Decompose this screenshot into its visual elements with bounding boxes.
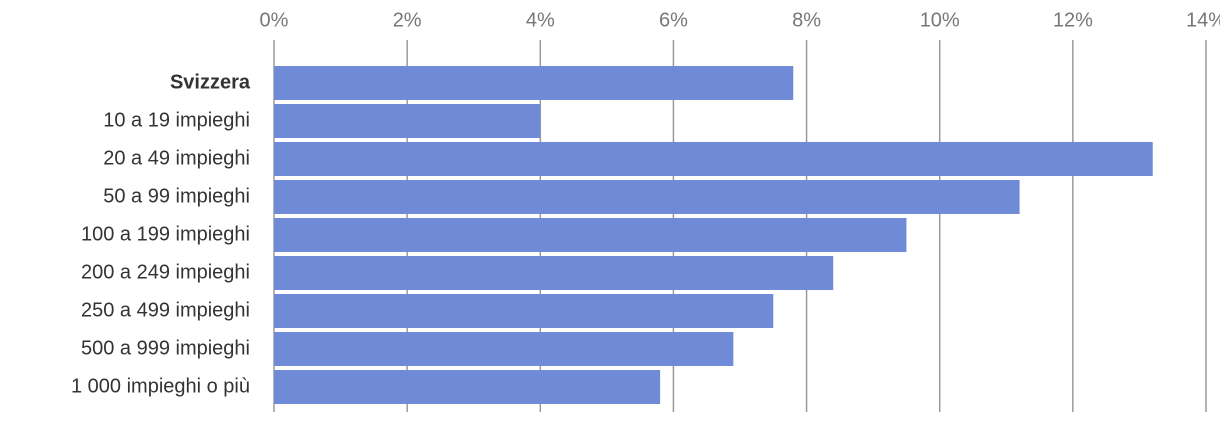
x-tick-label: 12% — [1053, 9, 1093, 31]
y-tick-label: 1 000 impieghi o più — [71, 375, 250, 397]
y-tick-label: Svizzera — [170, 71, 251, 93]
x-tick-label: 10% — [920, 9, 960, 31]
bar — [274, 256, 834, 290]
x-tick-label: 14% — [1186, 9, 1220, 31]
bar — [274, 142, 1153, 176]
x-tick-label: 6% — [659, 9, 688, 31]
bar — [274, 66, 794, 100]
y-tick-label: 500 a 999 impieghi — [81, 337, 250, 359]
x-tick-label: 4% — [526, 9, 555, 31]
y-tick-label: 200 a 249 impieghi — [81, 261, 250, 283]
bar — [274, 218, 907, 252]
y-tick-label: 10 a 19 impieghi — [103, 109, 250, 131]
x-tick-label: 8% — [792, 9, 821, 31]
bar — [274, 370, 661, 404]
y-tick-label: 100 a 199 impieghi — [81, 223, 250, 245]
y-tick-label: 50 a 99 impieghi — [103, 185, 250, 207]
x-tick-label: 2% — [393, 9, 422, 31]
bar — [274, 104, 541, 138]
y-tick-label: 20 a 49 impieghi — [103, 147, 250, 169]
x-tick-label: 0% — [260, 9, 289, 31]
bar — [274, 332, 734, 366]
bar — [274, 294, 774, 328]
y-tick-label: 250 a 499 impieghi — [81, 299, 250, 321]
bar — [274, 180, 1020, 214]
